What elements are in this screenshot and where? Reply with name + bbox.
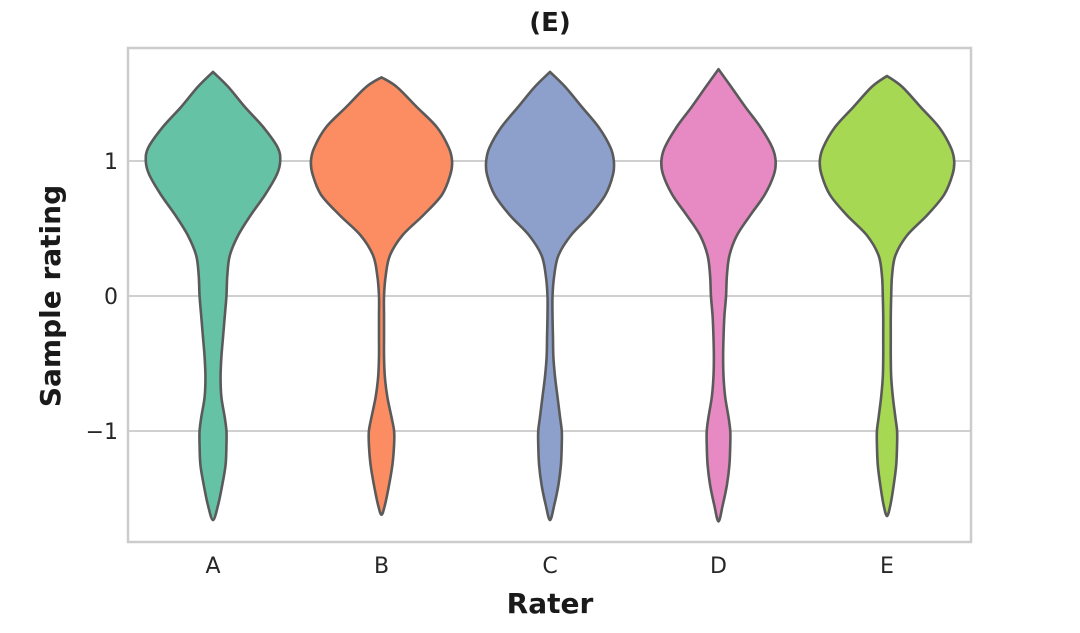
violins [144,67,956,523]
x-tick-label: B [374,554,389,579]
y-tick-label: 0 [104,285,118,310]
plot-frame [126,46,973,544]
x-tick-label: D [710,554,727,579]
x-tick-label: C [542,554,557,579]
chart-title: (E) [529,8,571,38]
y-tick-labels: 1 0 −1 [86,150,118,445]
x-tick-label: E [880,554,894,579]
violin-c [484,70,616,522]
x-tick-labels: A B C D E [205,554,893,579]
x-axis-label: Rater [507,587,594,620]
violin-d [659,67,778,523]
y-axis-label: Sample rating [34,185,67,407]
violin-b [309,76,454,516]
y-tick-label: −1 [86,420,118,445]
violin-e [818,74,956,518]
x-tick-label: A [205,554,220,579]
y-tick-label: 1 [104,150,118,175]
violin-a [144,70,282,522]
